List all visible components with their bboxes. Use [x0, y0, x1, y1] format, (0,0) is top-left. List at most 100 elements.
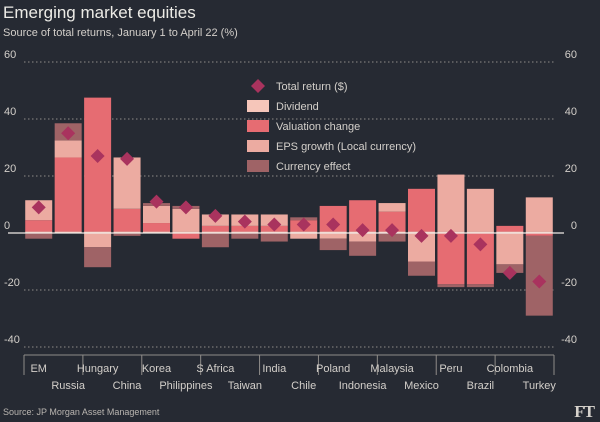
total-return-marker — [385, 223, 400, 238]
total-return-marker — [296, 217, 311, 232]
legend-label: Currency effect — [276, 161, 350, 173]
y-tick-label-left: 40 — [4, 106, 16, 118]
total-return-marker — [90, 149, 105, 164]
bar-segment — [466, 231, 494, 233]
bar-segment — [113, 231, 141, 233]
legend-swatch — [247, 100, 269, 112]
y-tick-label-left: 20 — [4, 163, 16, 175]
legend-label: Dividend — [276, 101, 319, 113]
bar-segment — [378, 233, 406, 242]
bar-segment — [349, 233, 377, 242]
bar-segment — [378, 211, 406, 232]
bar-segment — [25, 233, 53, 239]
x-tick-label: EM — [30, 363, 47, 375]
y-tick-label-left: 60 — [4, 49, 16, 61]
total-return-marker — [61, 126, 76, 141]
legend-label: EPS growth (Local currency) — [276, 141, 416, 153]
x-tick-label: Malaysia — [370, 363, 414, 375]
total-return-marker — [178, 200, 193, 215]
bar-segment — [54, 157, 82, 232]
y-tick-label-right: -20 — [561, 277, 577, 289]
bar-segment — [113, 208, 141, 232]
bar-segment — [525, 233, 553, 236]
chart-subtitle: Source of total returns, January 1 to Ap… — [3, 27, 238, 39]
bar-segment — [113, 233, 141, 236]
bar-segment — [349, 241, 377, 256]
x-tick-label: Peru — [439, 363, 462, 375]
x-tick-label: Russia — [51, 380, 86, 392]
legend-label: Total return ($) — [276, 81, 348, 93]
chart-title: Emerging market equities — [3, 3, 196, 22]
total-return-marker — [355, 223, 370, 238]
x-tick-label: Brazil — [467, 380, 495, 392]
bar-segment — [84, 233, 112, 248]
total-return-marker — [149, 194, 164, 209]
bar-segment — [172, 233, 200, 239]
x-tick-label: Korea — [142, 363, 172, 375]
x-tick-label: China — [113, 380, 143, 392]
y-tick-label-left: 0 — [4, 220, 10, 232]
bar-segment — [84, 231, 112, 233]
ft-logo: FT — [574, 402, 595, 421]
legend-marker-total-return — [251, 79, 265, 93]
y-tick-label-right: 20 — [565, 163, 577, 175]
bar-segment — [201, 231, 229, 233]
source-note: Source: JP Morgan Asset Management — [3, 407, 160, 417]
bar-segment — [84, 97, 112, 232]
bar-segment — [143, 231, 170, 233]
x-tick-label: S Africa — [196, 363, 235, 375]
x-tick-label: Turkey — [523, 380, 557, 392]
x-tick-label: India — [262, 363, 287, 375]
x-tick-label: Indonesia — [339, 380, 388, 392]
bar-segment — [496, 231, 524, 233]
total-return-marker — [237, 214, 252, 229]
x-tick-label: Taiwan — [228, 380, 262, 392]
bar-segment — [172, 208, 200, 232]
y-tick-label-right: 40 — [565, 106, 577, 118]
bar-segment — [496, 225, 524, 232]
x-tick-label: Colombia — [487, 363, 534, 375]
bar-segment — [466, 188, 494, 232]
bar-segment — [201, 225, 229, 232]
y-tick-label-left: -20 — [4, 277, 20, 289]
bar-segment — [231, 225, 259, 232]
x-tick-label: Chile — [291, 380, 316, 392]
bar-segment — [466, 284, 494, 288]
bar-segment — [84, 247, 112, 268]
x-tick-label: Philippines — [159, 380, 213, 392]
legend-label: Valuation change — [276, 121, 360, 133]
bar-segment — [231, 231, 259, 233]
bar-segment — [113, 157, 141, 209]
bar-segment — [290, 233, 318, 239]
bar-segment — [408, 188, 435, 232]
total-return-marker — [532, 274, 547, 289]
bar-segment — [231, 233, 259, 239]
bar-segment — [408, 261, 435, 276]
bar-segment — [143, 205, 170, 224]
bar-segment — [260, 233, 288, 242]
bar-segment — [437, 284, 465, 288]
bar-segment — [54, 231, 82, 233]
x-tick-label: Hungary — [77, 363, 119, 375]
y-tick-label-left: -40 — [4, 334, 20, 346]
bar-segment — [437, 174, 465, 232]
y-tick-label-right: 60 — [565, 49, 577, 61]
bar-segment — [319, 238, 347, 251]
total-return-marker — [473, 237, 488, 252]
legend-swatch — [247, 160, 269, 172]
x-tick-label: Mexico — [404, 380, 439, 392]
bar-segment — [172, 231, 200, 233]
total-return-marker — [443, 228, 458, 243]
total-return-marker — [502, 265, 517, 280]
bar-segment — [260, 231, 288, 233]
legend-swatch — [247, 120, 269, 132]
bar-segment — [319, 231, 347, 233]
bar-segment — [525, 197, 553, 232]
total-return-marker — [267, 217, 282, 232]
y-tick-label-right: 0 — [571, 220, 577, 232]
bar-segment — [290, 231, 318, 233]
bar-segment — [525, 231, 553, 233]
bar-segment — [201, 233, 229, 248]
bar-segment — [25, 220, 53, 232]
total-return-marker — [31, 200, 46, 215]
